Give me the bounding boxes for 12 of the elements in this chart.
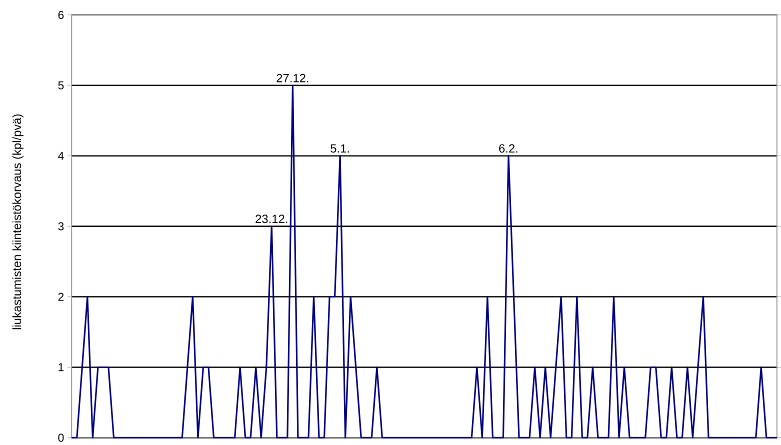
y-tick-label: 3 — [58, 222, 64, 230]
y-tick-label: 0 — [58, 434, 64, 442]
y-tick-label: 4 — [58, 152, 64, 160]
y-tick-label: 6 — [58, 10, 64, 19]
y-tick-label: 5 — [58, 81, 64, 90]
annotation: 27.12. — [276, 74, 308, 82]
y-tick-label: 2 — [58, 292, 64, 301]
y-axis-title: liukastumisten kiinteistökorvaus (kpl/pvä) — [12, 114, 24, 330]
annotation: 6.2. — [499, 144, 518, 153]
annotation: 23.12. — [256, 214, 288, 224]
y-tick-label: 1 — [58, 363, 64, 372]
annotation: 5.1. — [330, 144, 349, 153]
